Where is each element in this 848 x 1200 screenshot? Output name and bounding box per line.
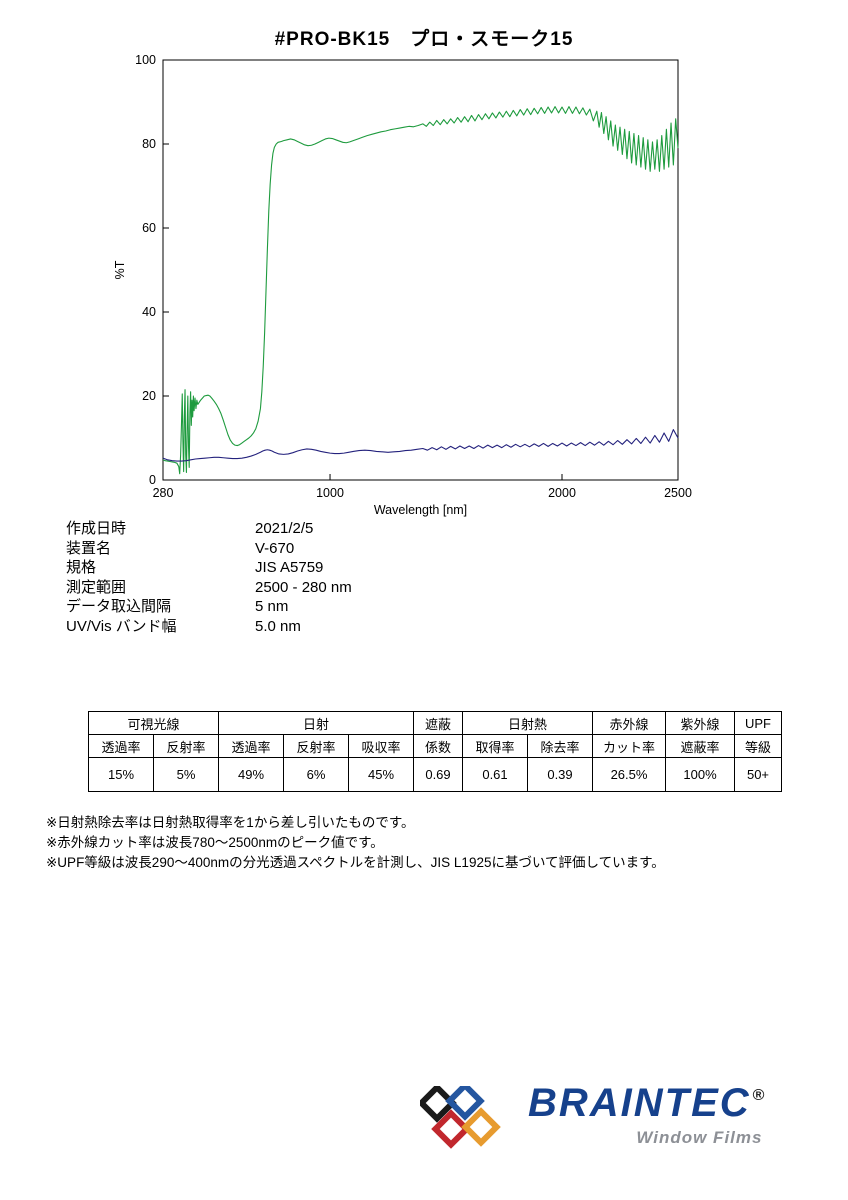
table-sub-header: 吸収率: [348, 734, 414, 758]
table-sub-header: 透過率: [88, 734, 154, 758]
report-title: #PRO-BK15 プロ・スモーク15: [274, 29, 574, 50]
metadata-row: 装置名 V-670: [66, 539, 352, 559]
footnotes: ※日射熱除去率は日射熱取得率を1から差し引いたものです。 ※赤外線カット率は波長7…: [46, 813, 665, 873]
table-group-header: 遮蔽: [413, 711, 463, 735]
x-axis-title: Wavelength [nm]: [374, 503, 467, 517]
metadata-row: データ取込間隔 5 nm: [66, 597, 352, 617]
metadata-label: 作成日時: [66, 520, 127, 537]
x-tick-label: 2000: [548, 486, 576, 500]
metadata-row: 作成日時 2021/2/5: [66, 519, 352, 539]
spectrum-chart: 0 20 40 60 80 100 280 1000 2000 2500 Wavelength [n…: [108, 50, 728, 528]
x-tick-label: 280: [153, 486, 174, 500]
table-group-header: 日射熱: [462, 711, 593, 735]
metadata-list: 作成日時 2021/2/5 装置名 V-670 規格 JIS A5759 測定範囲 2500 …: [66, 519, 352, 636]
table-group-header: 可視光線: [88, 711, 219, 735]
table-value-cell: 6%: [283, 757, 349, 792]
plot-frame: [162, 59, 679, 481]
y-tick-label: 100: [135, 53, 156, 67]
metadata-label: UV/Vis バンド幅: [66, 617, 177, 635]
table-sub-header: 透過率: [218, 734, 284, 758]
braintec-logo: BRAINTEC ® Window Films: [420, 1081, 765, 1152]
table-group-header: 赤外線: [592, 711, 666, 735]
diamond-blue-icon: [445, 1086, 485, 1121]
metadata-label: 規格: [66, 559, 97, 576]
x-tick-label: 2500: [664, 486, 692, 500]
y-tick-label: 0: [149, 473, 156, 487]
series-reflectance: [162, 429, 679, 462]
table-group-header: 日射: [218, 711, 414, 735]
table-sub-header: 遮蔽率: [665, 734, 735, 758]
table-group-header: 紫外線: [665, 711, 735, 735]
table-sub-header: 係数: [413, 734, 463, 758]
diamond-orange-icon: [461, 1107, 501, 1147]
performance-table: 可視光線 日射 遮蔽 日射熱 赤外線 紫外線 UPF 透過率 反射率 透過率 反射率 吸収率 係数 取得率…: [88, 711, 782, 792]
metadata-label: データ取込間隔: [66, 598, 172, 615]
y-tick-label: 60: [142, 221, 156, 235]
y-tick-label: 40: [142, 305, 156, 319]
table-sub-header: 等級: [734, 734, 782, 758]
table-value-cell: 0.69: [413, 757, 463, 792]
table-value-cell: 49%: [218, 757, 284, 792]
metadata-value: JIS A5759: [255, 559, 324, 576]
table-value-cell: 15%: [88, 757, 154, 792]
table-value-cell: 50+: [734, 757, 782, 792]
table-value-cell: 5%: [153, 757, 219, 792]
performance-table-body: 15% 5% 49% 6% 45% 0.69 0.61 0.39 26.5% 100% 50+: [88, 757, 782, 792]
table-group-header: UPF: [734, 711, 782, 735]
table-sub-header: 取得率: [462, 734, 528, 758]
registered-mark: ®: [752, 1087, 765, 1104]
y-tick-label: 80: [142, 137, 156, 151]
brand-name: BRAINTEC: [528, 1081, 751, 1125]
y-axis-title: %T: [113, 260, 127, 279]
performance-table-head: 可視光線 日射 遮蔽 日射熱 赤外線 紫外線 UPF 透過率 反射率 透過率 反射率 吸収率 係数 取得率…: [88, 711, 782, 758]
series-transmittance: [162, 106, 679, 475]
table-value-cell: 26.5%: [592, 757, 666, 792]
x-tick-label: 1000: [316, 486, 344, 500]
metadata-value: 2500 - 280 nm: [255, 578, 352, 596]
metadata-value: 5 nm: [255, 598, 289, 615]
metadata-label: 測定範囲: [66, 578, 127, 596]
y-tick-label: 20: [142, 389, 156, 403]
metadata-row: 規格 JIS A5759: [66, 558, 352, 578]
diamond-black-icon: [420, 1086, 457, 1123]
table-value-cell: 0.39: [527, 757, 593, 792]
table-value-cell: 45%: [348, 757, 414, 792]
spectrum-chart-svg: 0 20 40 60 80 100 280 1000 2000 2500 Wavelength [n…: [113, 53, 692, 517]
diamond-red-icon: [431, 1109, 471, 1149]
footnote-line: ※赤外線カット率は波長780～2500nmのピーク値です。: [46, 835, 384, 850]
table-sub-header: 反射率: [283, 734, 349, 758]
metadata-value: 5.0 nm: [255, 617, 301, 635]
table-sub-header: カット率: [592, 734, 666, 758]
braintec-logo-text: BRAINTEC ® Window Films: [528, 1081, 765, 1148]
metadata-value: 2021/2/5: [255, 520, 314, 537]
footnote-line: ※UPF等級は波長290～400nmの分光透過スペクトルを計測し、JIS L19…: [46, 855, 665, 870]
table-value-cell: 0.61: [462, 757, 528, 792]
table-sub-header: 反射率: [153, 734, 219, 758]
footnote-line: ※日射熱除去率は日射熱取得率を1から差し引いたものです。: [46, 815, 415, 830]
metadata-row: UV/Vis バンド幅 5.0 nm: [66, 617, 352, 637]
brand-name-line: BRAINTEC ®: [528, 1081, 765, 1125]
table-value-cell: 100%: [665, 757, 735, 792]
table-sub-header: 除去率: [527, 734, 593, 758]
metadata-value: V-670: [255, 539, 295, 557]
brand-subtitle: Window Films: [636, 1128, 763, 1147]
metadata-label: 装置名: [66, 539, 112, 557]
metadata-row: 測定範囲 2500 - 280 nm: [66, 578, 352, 598]
braintec-logo-mark: [420, 1086, 501, 1149]
